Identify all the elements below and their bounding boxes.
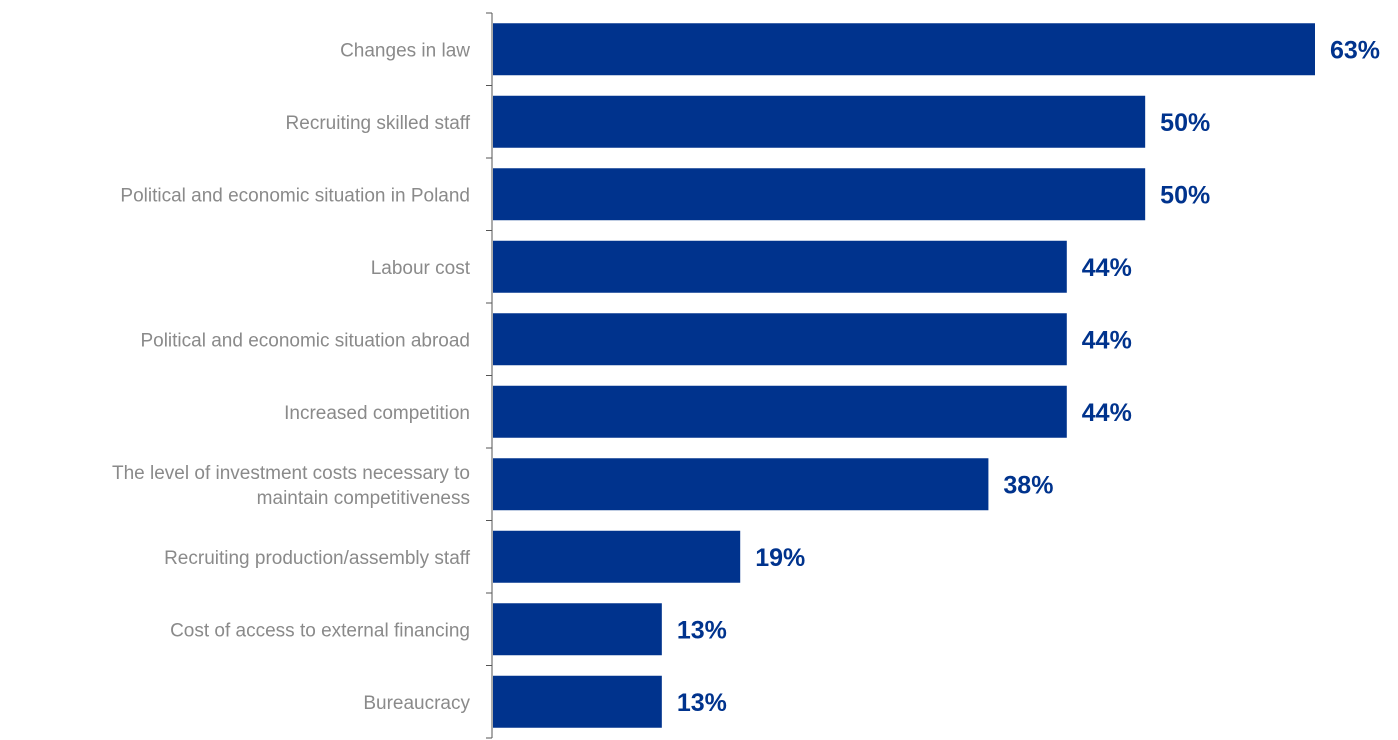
- bar-value-label: 44%: [1082, 254, 1132, 282]
- category-label-line: The level of investment costs necessary …: [112, 463, 470, 484]
- category-label-line: maintain competitiveness: [257, 488, 470, 509]
- bar-value-label: 44%: [1082, 399, 1132, 427]
- category-label: The level of investment costs necessary …: [112, 463, 470, 509]
- category-label-line: Political and economic situation abroad: [140, 330, 470, 351]
- bar: [493, 531, 740, 583]
- bar-value-label: 13%: [677, 689, 727, 717]
- bar: [493, 386, 1067, 438]
- category-label-line: Increased competition: [284, 403, 470, 424]
- category-label: Increased competition: [284, 403, 470, 424]
- category-label-line: Cost of access to external financing: [170, 620, 470, 641]
- bar: [493, 96, 1145, 148]
- bar: [493, 168, 1145, 220]
- category-label-line: Recruiting skilled staff: [286, 113, 471, 134]
- category-label-line: Bureaucracy: [363, 693, 470, 714]
- bar: [493, 676, 662, 728]
- category-label: Recruiting skilled staff: [286, 113, 471, 134]
- bar-value-label: 44%: [1082, 326, 1132, 354]
- category-label: Political and economic situation abroad: [140, 330, 470, 351]
- bar: [493, 241, 1067, 293]
- bar-value-label: 50%: [1160, 181, 1210, 209]
- category-label: Changes in law: [340, 40, 470, 61]
- category-label-line: Political and economic situation in Pola…: [120, 185, 470, 206]
- bar: [493, 458, 988, 510]
- category-label: Cost of access to external financing: [170, 620, 470, 641]
- bar-value-label: 50%: [1160, 109, 1210, 137]
- category-label: Political and economic situation in Pola…: [120, 185, 470, 206]
- bar: [493, 313, 1067, 365]
- category-label-line: Labour cost: [371, 258, 471, 279]
- category-label: Bureaucracy: [363, 693, 470, 714]
- category-label-line: Recruiting production/assembly staff: [164, 548, 471, 569]
- category-label: Recruiting production/assembly staff: [164, 548, 471, 569]
- bar-value-label: 63%: [1330, 36, 1380, 64]
- bar-value-label: 13%: [677, 616, 727, 644]
- bar-value-label: 38%: [1003, 471, 1053, 499]
- category-label: Labour cost: [371, 258, 471, 279]
- bar-value-label: 19%: [755, 544, 805, 572]
- bar: [493, 23, 1315, 75]
- bar: [493, 603, 662, 655]
- category-label-line: Changes in law: [340, 40, 470, 61]
